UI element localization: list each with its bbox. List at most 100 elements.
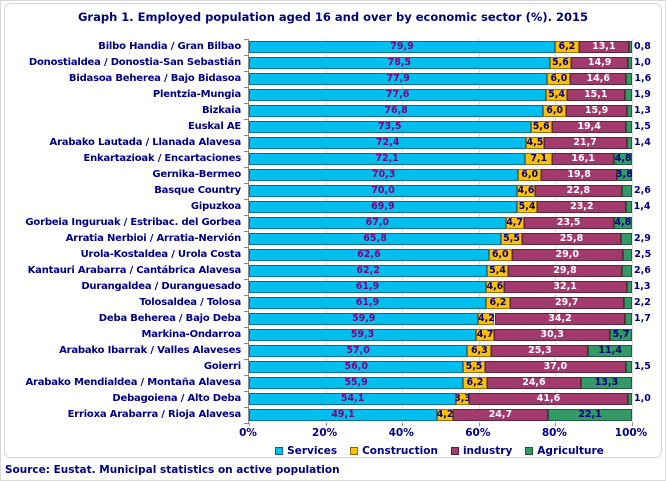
category-label: Durangaldea / Duranguesado: [81, 281, 241, 292]
bar-segment-services: 77,9: [249, 73, 548, 85]
bar-segment-construction: 5,4: [487, 265, 508, 277]
bar-segment-services: 72,1: [249, 153, 526, 165]
value-label: 1,4: [634, 137, 651, 148]
bar-segment-agriculture: [626, 137, 632, 149]
bar-segment-services: 55,9: [249, 377, 464, 389]
value-label: 5,4: [518, 201, 536, 212]
source-note: Source: Eustat. Municipal statistics on …: [5, 464, 340, 476]
bar-segment-services: 78,5: [249, 57, 550, 69]
value-label: 4,7: [476, 329, 494, 340]
value-label: 3,8: [615, 169, 633, 180]
value-label: 79,9: [390, 41, 414, 52]
bar-segment-agriculture: [622, 265, 632, 277]
category-label: Deba Beherea / Bajo Deba: [98, 313, 241, 324]
bar-segment-construction: 5,4: [516, 201, 538, 213]
value-label: 70,3: [371, 169, 396, 180]
bar-row: 55,9 6,2 24,6 13,3: [249, 377, 632, 389]
bar-segment-services: 72,4: [249, 137, 527, 149]
bar-segment-construction: 3,3: [454, 393, 471, 405]
bar-segment-construction: 6,0: [518, 169, 542, 181]
legend-swatch-icon: [275, 447, 284, 455]
value-label: 22,1: [578, 409, 602, 420]
bar-row: 70,0 4,6 22,8 2,6: [249, 185, 651, 197]
y-tick-mark: [244, 423, 249, 424]
bar-segment-agriculture: [628, 393, 632, 405]
value-label: 59,9: [351, 313, 376, 324]
bar-segment-agriculture: 3,8: [615, 169, 633, 181]
bar-segment-industry: 29,7: [509, 297, 624, 309]
value-label: 65,8: [363, 233, 387, 244]
value-label: 29,7: [554, 297, 579, 308]
category-label: Kantauri Arabarra / Cantábrica Alavesa: [27, 265, 242, 276]
category-label: Debagoiena / Alto Deba: [112, 393, 241, 404]
bar-segment-industry: 15,1: [566, 89, 625, 101]
bar-row: 69,9 5,4 23,2 1,4: [249, 201, 650, 213]
bar-segment-agriculture: [620, 233, 632, 245]
bar-segment-industry: 24,7: [453, 409, 548, 421]
y-tick-mark: [244, 55, 249, 56]
value-label: 25,8: [559, 233, 584, 244]
value-label: 1,6: [634, 73, 652, 84]
value-label: 19,8: [567, 169, 591, 180]
value-label: 6,3: [470, 345, 488, 356]
value-label: 6,0: [546, 105, 564, 116]
bar-segment-industry: 41,6: [468, 393, 629, 405]
bar-segment-services: 59,3: [249, 329, 477, 341]
bar-segment-industry: 14,6: [570, 73, 627, 85]
value-label: 25,3: [528, 345, 552, 356]
legend-item-construction: Construction: [350, 445, 438, 457]
bar-segment-construction: 6,2: [486, 297, 510, 309]
value-label: 23,2: [570, 201, 594, 212]
bar-segment-industry: 34,2: [494, 313, 626, 325]
bar-segment-agriculture: 11,4: [588, 345, 632, 357]
x-tick-mark: [402, 423, 404, 426]
gridline-20: [325, 39, 327, 423]
value-label: 6,0: [521, 169, 539, 180]
bar-segment-agriculture: 4,8: [613, 153, 633, 165]
value-label: 29,0: [555, 249, 579, 260]
y-tick-mark: [244, 119, 249, 120]
bar-segment-construction: 4,5: [526, 137, 544, 149]
bar-segment-services: 62,2: [249, 265, 488, 277]
bar-segment-agriculture: 22,1: [547, 409, 633, 421]
value-label: 3,3: [454, 393, 471, 404]
y-tick-mark: [244, 39, 249, 40]
value-label: 11,4: [598, 345, 622, 356]
bar-segment-services: 76,8: [249, 105, 544, 117]
bar-row: 77,6 5,4 15,1 1,9: [249, 89, 651, 101]
category-label: Bizkaia: [201, 105, 241, 116]
bar-segment-agriculture: [628, 57, 632, 69]
value-label: 23,5: [556, 217, 581, 228]
legend-item-agriculture: Agriculture: [525, 445, 604, 457]
category-axis: Bilbo Handia / Gran Bilbao Donostialdea /…: [1, 39, 241, 423]
value-label: 54,1: [340, 393, 365, 404]
bar-row: 73,5 5,6 19,4 1,5: [249, 121, 651, 133]
legend-label: industry: [462, 445, 513, 457]
bar-segment-construction: 5,6: [530, 121, 552, 133]
bar-segment-industry: 32,1: [503, 281, 627, 293]
legend: Services Construction industry Agriculture: [248, 445, 631, 457]
bar-segment-construction: 5,5: [501, 233, 523, 245]
bar-row: 54,1 3,3 41,6 1,0: [249, 393, 651, 405]
y-tick-mark: [244, 183, 249, 184]
category-label: Bidasoa Beherea / Bajo Bidasoa: [68, 73, 241, 84]
y-tick-mark: [244, 391, 249, 392]
value-label: 21,7: [573, 137, 597, 148]
bar-segment-agriculture: 4,8: [613, 217, 632, 229]
category-label: Bilbo Handia / Gran Bilbao: [98, 41, 241, 52]
bar-segment-industry: 22,8: [534, 185, 623, 197]
y-tick-mark: [244, 359, 249, 360]
value-label: 5,6: [532, 121, 550, 132]
legend-swatch-icon: [525, 447, 534, 455]
value-label: 77,9: [386, 73, 410, 84]
bar-segment-construction: 6,0: [488, 249, 512, 261]
bar-segment-construction: 5,6: [549, 57, 572, 69]
bar-row: 67,0 4,7 23,5 4,8: [249, 217, 632, 229]
bar-row: 62,2 5,4 29,8 2,6: [249, 265, 651, 277]
bar-segment-construction: 4,6: [486, 281, 504, 293]
legend-label: Agriculture: [537, 445, 604, 457]
category-label: Tolosaldea / Tolosa: [139, 297, 241, 308]
category-label: Plentzia-Mungia: [152, 89, 241, 100]
category-label: Donostialdea / Donostia-San Sebastián: [28, 57, 241, 68]
bar-segment-construction: 4,2: [478, 313, 495, 325]
